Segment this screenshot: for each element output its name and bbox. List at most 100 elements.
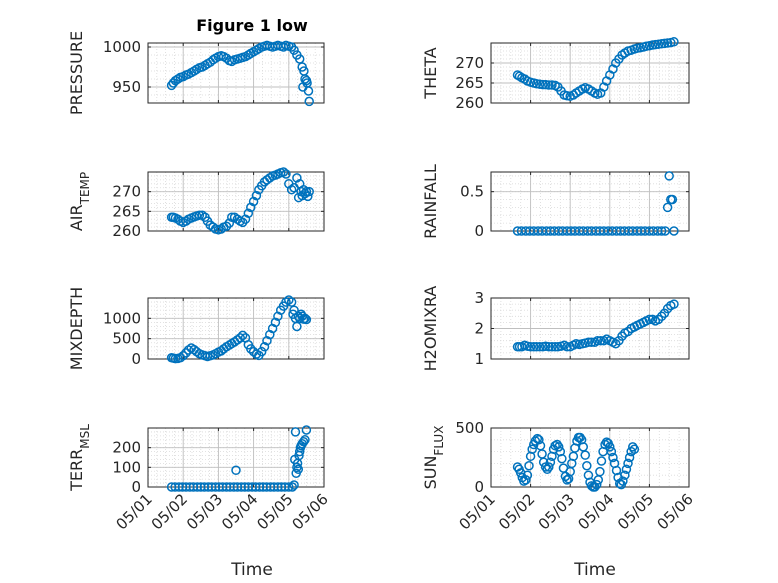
data-point: [300, 435, 310, 445]
data-point: [292, 173, 302, 183]
data-point: [301, 425, 312, 435]
data-point: [562, 342, 572, 352]
data-point: [240, 214, 251, 224]
y-axis-label: MIXDEPTH: [67, 287, 86, 370]
data-point: [254, 482, 265, 492]
y-tick-label: 100: [112, 458, 141, 476]
data-point: [231, 465, 241, 476]
data-point: [656, 226, 667, 236]
data-point: [628, 442, 638, 452]
data-point: [524, 461, 534, 471]
x-axis-label-left: Time: [230, 560, 273, 580]
data-point: [562, 91, 572, 101]
data-point: [608, 64, 618, 74]
y-axis-label: AIRTEMP: [67, 172, 92, 231]
data-point: [659, 38, 670, 49]
data-point: [273, 482, 283, 492]
data-point: [575, 432, 585, 443]
data-point: [531, 342, 542, 352]
data-point: [586, 337, 597, 347]
data-point: [192, 482, 203, 492]
y-tick-label: 265: [112, 202, 141, 220]
data-point: [667, 194, 678, 205]
data-point: [303, 86, 314, 96]
y-tick-label: 265: [455, 74, 484, 92]
data-point: [216, 224, 226, 234]
axes-box: [147, 171, 325, 232]
y-tick-label: 2: [474, 320, 484, 338]
subplot-6: 1 2 3 H2OMIXRA: [421, 286, 690, 371]
data-point: [562, 475, 572, 485]
data-point: [557, 453, 567, 464]
data-point: [550, 342, 560, 352]
data-point: [173, 74, 183, 84]
y-tick-label: 0.5: [460, 183, 484, 201]
y-tick-label: 0: [474, 478, 484, 496]
y-tick-label: 270: [112, 183, 141, 201]
data-point: [553, 442, 564, 452]
data-point: [286, 184, 297, 195]
y-axis-label: PRESSURE: [67, 31, 86, 115]
data-point: [669, 226, 679, 236]
data-point: [227, 212, 237, 222]
data-point: [592, 335, 603, 346]
data-point: [534, 342, 545, 352]
data-point: [644, 314, 655, 325]
subplot-5: 0 500 1000 MIXDEPTH: [67, 287, 325, 370]
data-point: [290, 427, 301, 437]
data-point: [303, 191, 313, 202]
data-point: [544, 462, 554, 472]
data-point: [270, 317, 281, 328]
y-tick-label: 500: [112, 330, 141, 348]
data-point: [248, 196, 259, 207]
data-point: [582, 461, 592, 471]
data-point: [281, 169, 291, 179]
data-point: [624, 452, 635, 463]
data-point: [293, 464, 304, 475]
data-point: [529, 342, 539, 352]
data-point: [669, 299, 679, 309]
data-point: [618, 476, 628, 486]
data-point: [522, 470, 533, 480]
data-point: [294, 313, 305, 324]
data-point: [621, 464, 632, 475]
y-axis-label: TERRMSL: [67, 424, 92, 492]
data-point: [521, 475, 531, 485]
subplot-1: 950 1000 PRESSURE: [67, 31, 325, 115]
y-axis-label: RAINFALL: [421, 164, 440, 239]
data-point: [301, 186, 312, 197]
data-point: [650, 39, 661, 50]
data-point: [246, 344, 256, 354]
data-point: [527, 444, 537, 454]
axes-box: [490, 42, 690, 104]
axes-box: [147, 42, 325, 104]
data-point: [304, 96, 314, 107]
data-point: [595, 466, 605, 477]
data-point: [181, 348, 191, 358]
data-point: [178, 350, 188, 361]
data-point: [656, 311, 667, 322]
data-point: [292, 462, 302, 473]
data-point: [623, 458, 633, 469]
data-point: [540, 462, 551, 472]
data-point: [251, 190, 262, 201]
subplot-2: 260 265 270 THETA: [421, 37, 690, 112]
data-point: [174, 482, 184, 492]
y-axis-label: SUNFLUX: [421, 426, 446, 490]
data-point: [236, 482, 247, 492]
data-point: [289, 480, 299, 490]
data-point: [534, 435, 544, 445]
data-point: [599, 82, 609, 92]
y-tick-label: 950: [112, 78, 141, 96]
data-point: [583, 337, 594, 347]
data-point: [256, 346, 267, 357]
data-point: [284, 482, 294, 492]
data-point: [662, 202, 673, 213]
data-point: [259, 342, 270, 352]
data-point: [287, 482, 298, 492]
y-tick-label: 1000: [103, 309, 141, 327]
axes-box: [147, 427, 325, 488]
data-point: [300, 313, 310, 324]
data-point: [224, 218, 235, 228]
